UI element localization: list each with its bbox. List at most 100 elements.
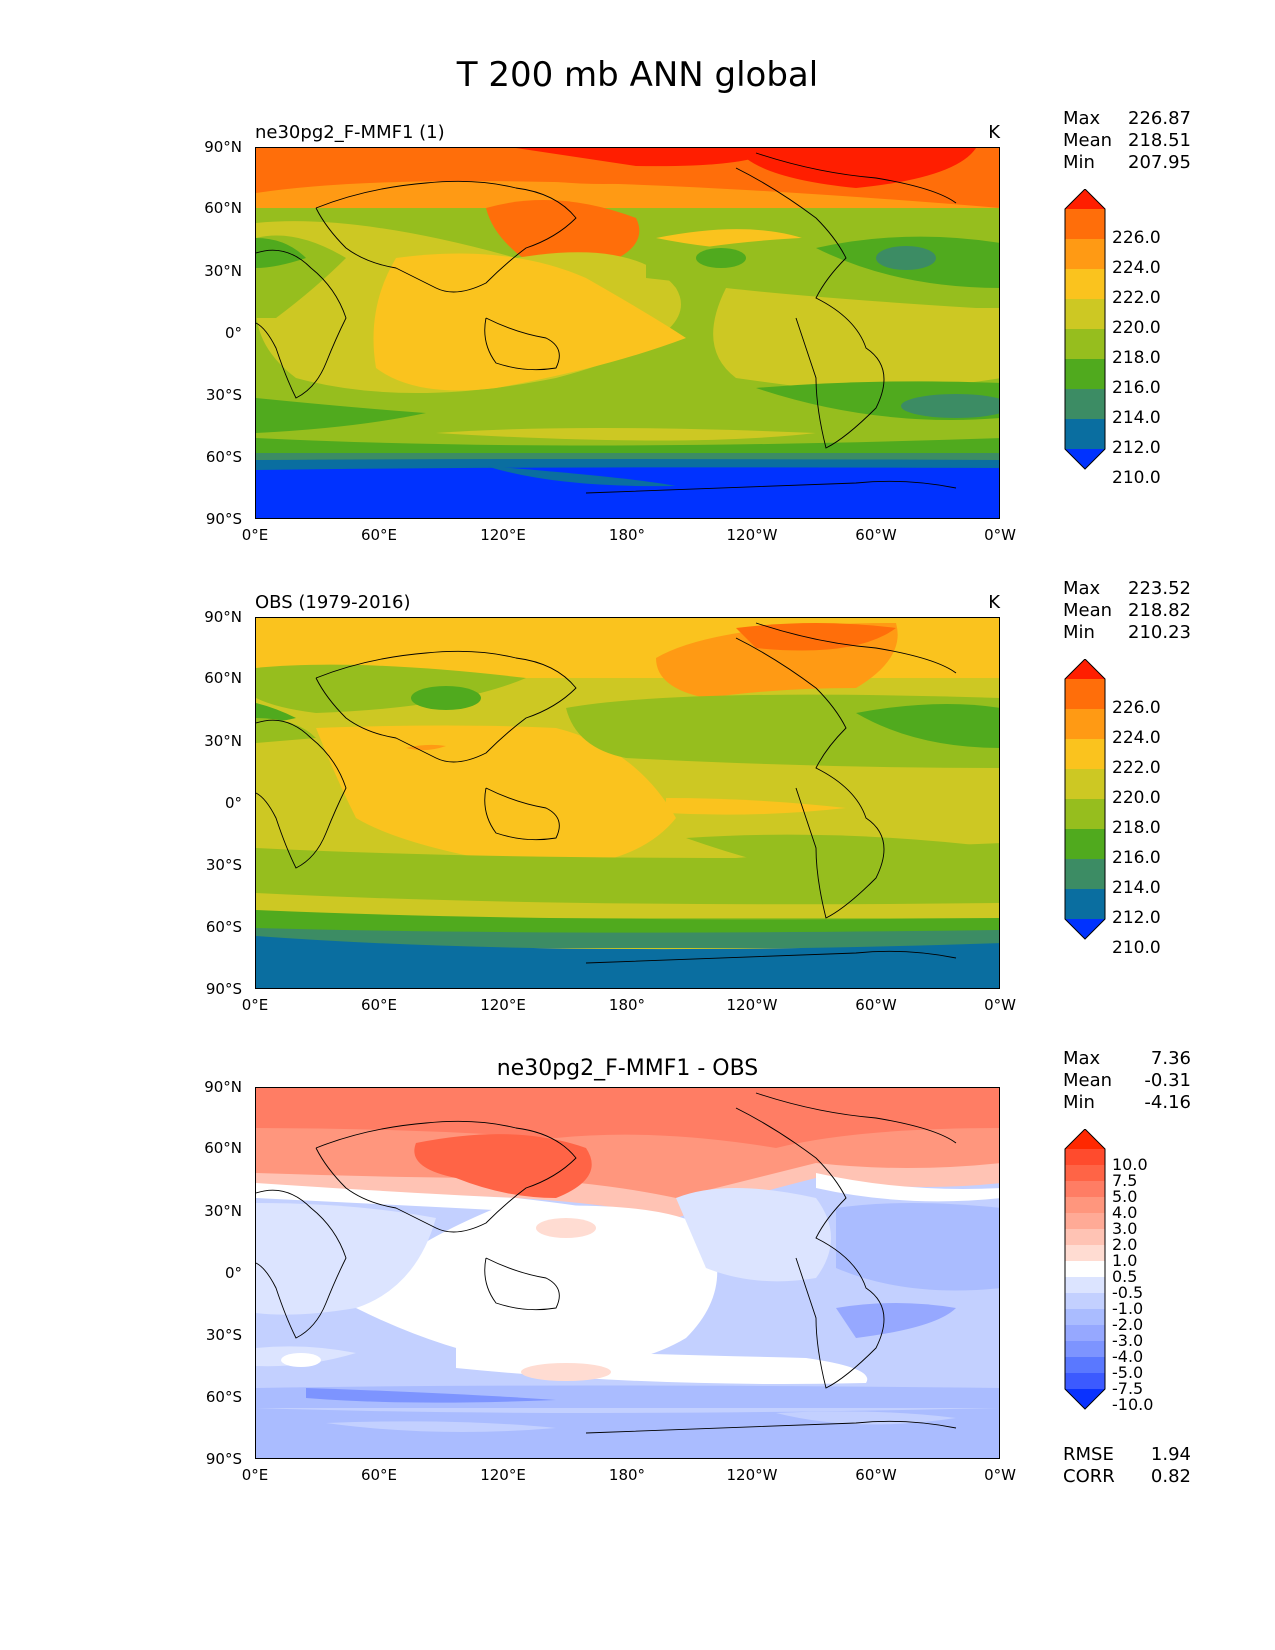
colorbar-tick-label: 218.0 [1112, 348, 1161, 368]
lon-label: 0°W [984, 996, 1016, 1014]
colorbar-segment [1065, 299, 1105, 330]
lat-label: 60°S [205, 448, 242, 466]
colorbar-tick-label: 218.0 [1112, 818, 1161, 838]
colorbar-tick-label: 2.0 [1112, 1235, 1138, 1254]
colorbar-tick-label: 212.0 [1112, 908, 1161, 928]
colorbar-segment [1065, 799, 1105, 830]
lat-label: 30°N [204, 732, 242, 750]
colorbar-tick-label: -10.0 [1112, 1395, 1154, 1414]
stat-value: 223.52 [1128, 578, 1191, 599]
lat-label: 0° [224, 1264, 242, 1282]
colorbar-segment [1065, 239, 1105, 270]
colorbar-segment [1065, 1261, 1105, 1278]
colorbar [1064, 189, 1106, 470]
lon-label: 0°W [984, 526, 1016, 544]
colorbar-cap [1065, 189, 1105, 209]
colorbar-segment [1065, 269, 1105, 300]
stat-name: Mean [1063, 1070, 1113, 1091]
colorbar-segment [1065, 209, 1105, 240]
colorbar-outline [1064, 1129, 1106, 1410]
lon-label: 60°E [360, 996, 398, 1014]
lon-label: 180° [608, 1466, 646, 1484]
units-label: K [988, 592, 1000, 613]
colorbar-outline [1064, 189, 1106, 470]
colorbar-segment [1065, 709, 1105, 740]
colorbar-segment [1065, 889, 1105, 920]
colorbar-tick-label: 212.0 [1112, 438, 1161, 458]
colorbar-tick-label: -2.0 [1112, 1315, 1144, 1334]
lon-label: 60°W [855, 1466, 897, 1484]
colorbar-outline [1064, 659, 1106, 940]
stats-box: Max 7.36 Mean -0.31 Min -4.16 [1063, 1048, 1191, 1114]
panel-title: OBS (1979-2016) [255, 592, 411, 613]
colorbar-segment [1065, 1181, 1105, 1198]
colorbar-tick-label: -7.5 [1112, 1379, 1144, 1398]
colorbar-segment [1065, 1341, 1105, 1358]
lon-label: 180° [608, 996, 646, 1014]
stat-name: Min [1063, 1092, 1095, 1113]
colorbar-tick-label: 10.0 [1112, 1155, 1148, 1174]
lon-label: 0°E [241, 526, 269, 544]
lon-label: 120°E [480, 996, 526, 1014]
lat-label: 30°S [205, 386, 242, 404]
lat-label: 60°S [205, 1388, 242, 1406]
lat-label: 60°N [204, 199, 242, 217]
colorbar [1064, 659, 1106, 940]
stat-name: Min [1063, 152, 1095, 173]
lon-label: 60°E [360, 1466, 398, 1484]
stats-box: Max 223.52 Mean 218.82 Min 210.23 [1063, 578, 1191, 644]
colorbar-tick-label: 5.0 [1112, 1187, 1138, 1206]
metric-name: RMSE [1063, 1444, 1114, 1465]
lat-label: 90°S [205, 980, 242, 998]
panel-title: ne30pg2_F-MMF1 (1) [255, 122, 445, 143]
lon-label: 180° [608, 526, 646, 544]
metric-value: 1.94 [1150, 1444, 1191, 1465]
lat-label: 90°N [204, 138, 242, 156]
stat-name: Max [1063, 1048, 1101, 1069]
colorbar-tick-label: 210.0 [1112, 938, 1161, 958]
panel-diff: ne30pg2_F-MMF1 - OBS [0, 1048, 1275, 1532]
colorbar-tick-label: 214.0 [1112, 878, 1161, 898]
colorbar-tick-label: 222.0 [1112, 288, 1161, 308]
colorbar-tick-label: -0.5 [1112, 1283, 1144, 1302]
lon-label: 120°W [726, 526, 778, 544]
lon-label: 120°W [726, 1466, 778, 1484]
colorbar-segment [1065, 1229, 1105, 1246]
lat-label: 30°N [204, 1202, 242, 1220]
colorbar-segment [1065, 1245, 1105, 1262]
colorbar-tick-label: 226.0 [1112, 698, 1161, 718]
colorbar-segment [1065, 679, 1105, 710]
lat-label: 90°S [205, 510, 242, 528]
lat-label: 90°S [205, 1450, 242, 1468]
colorbar-segment [1065, 1373, 1105, 1390]
stat-name: Min [1063, 622, 1095, 643]
colorbar-segment [1065, 1325, 1105, 1342]
colorbar-tick-label: 0.5 [1112, 1267, 1138, 1286]
colorbar-tick-label: 224.0 [1112, 258, 1161, 278]
lon-label: 120°W [726, 996, 778, 1014]
stat-value: 218.82 [1128, 600, 1191, 621]
colorbar-segment [1065, 1357, 1105, 1374]
stat-value: -4.16 [1144, 1092, 1191, 1113]
colorbar-tick-label: 4.0 [1112, 1203, 1138, 1222]
metric-name: CORR [1063, 1466, 1115, 1487]
stat-value: 226.87 [1128, 108, 1191, 129]
colorbar-segment [1065, 769, 1105, 800]
lat-label: 30°S [205, 1326, 242, 1344]
colorbar-tick-label: 216.0 [1112, 848, 1161, 868]
lat-label: 60°S [205, 918, 242, 936]
colorbar-tick-label: -3.0 [1112, 1331, 1144, 1350]
stat-value: 7.36 [1150, 1048, 1191, 1069]
lon-label: 120°E [480, 1466, 526, 1484]
stat-value: 207.95 [1128, 152, 1191, 173]
colorbar-segment [1065, 739, 1105, 770]
lat-label: 0° [224, 794, 242, 812]
stat-name: Mean [1063, 130, 1113, 151]
colorbar-segment [1065, 1277, 1105, 1294]
stat-name: Mean [1063, 600, 1113, 621]
lat-label: 30°N [204, 262, 242, 280]
colorbar-cap [1065, 1129, 1105, 1149]
colorbar-tick-label: 220.0 [1112, 318, 1161, 338]
lon-label: 60°W [855, 996, 897, 1014]
colorbar-cap [1065, 659, 1105, 679]
